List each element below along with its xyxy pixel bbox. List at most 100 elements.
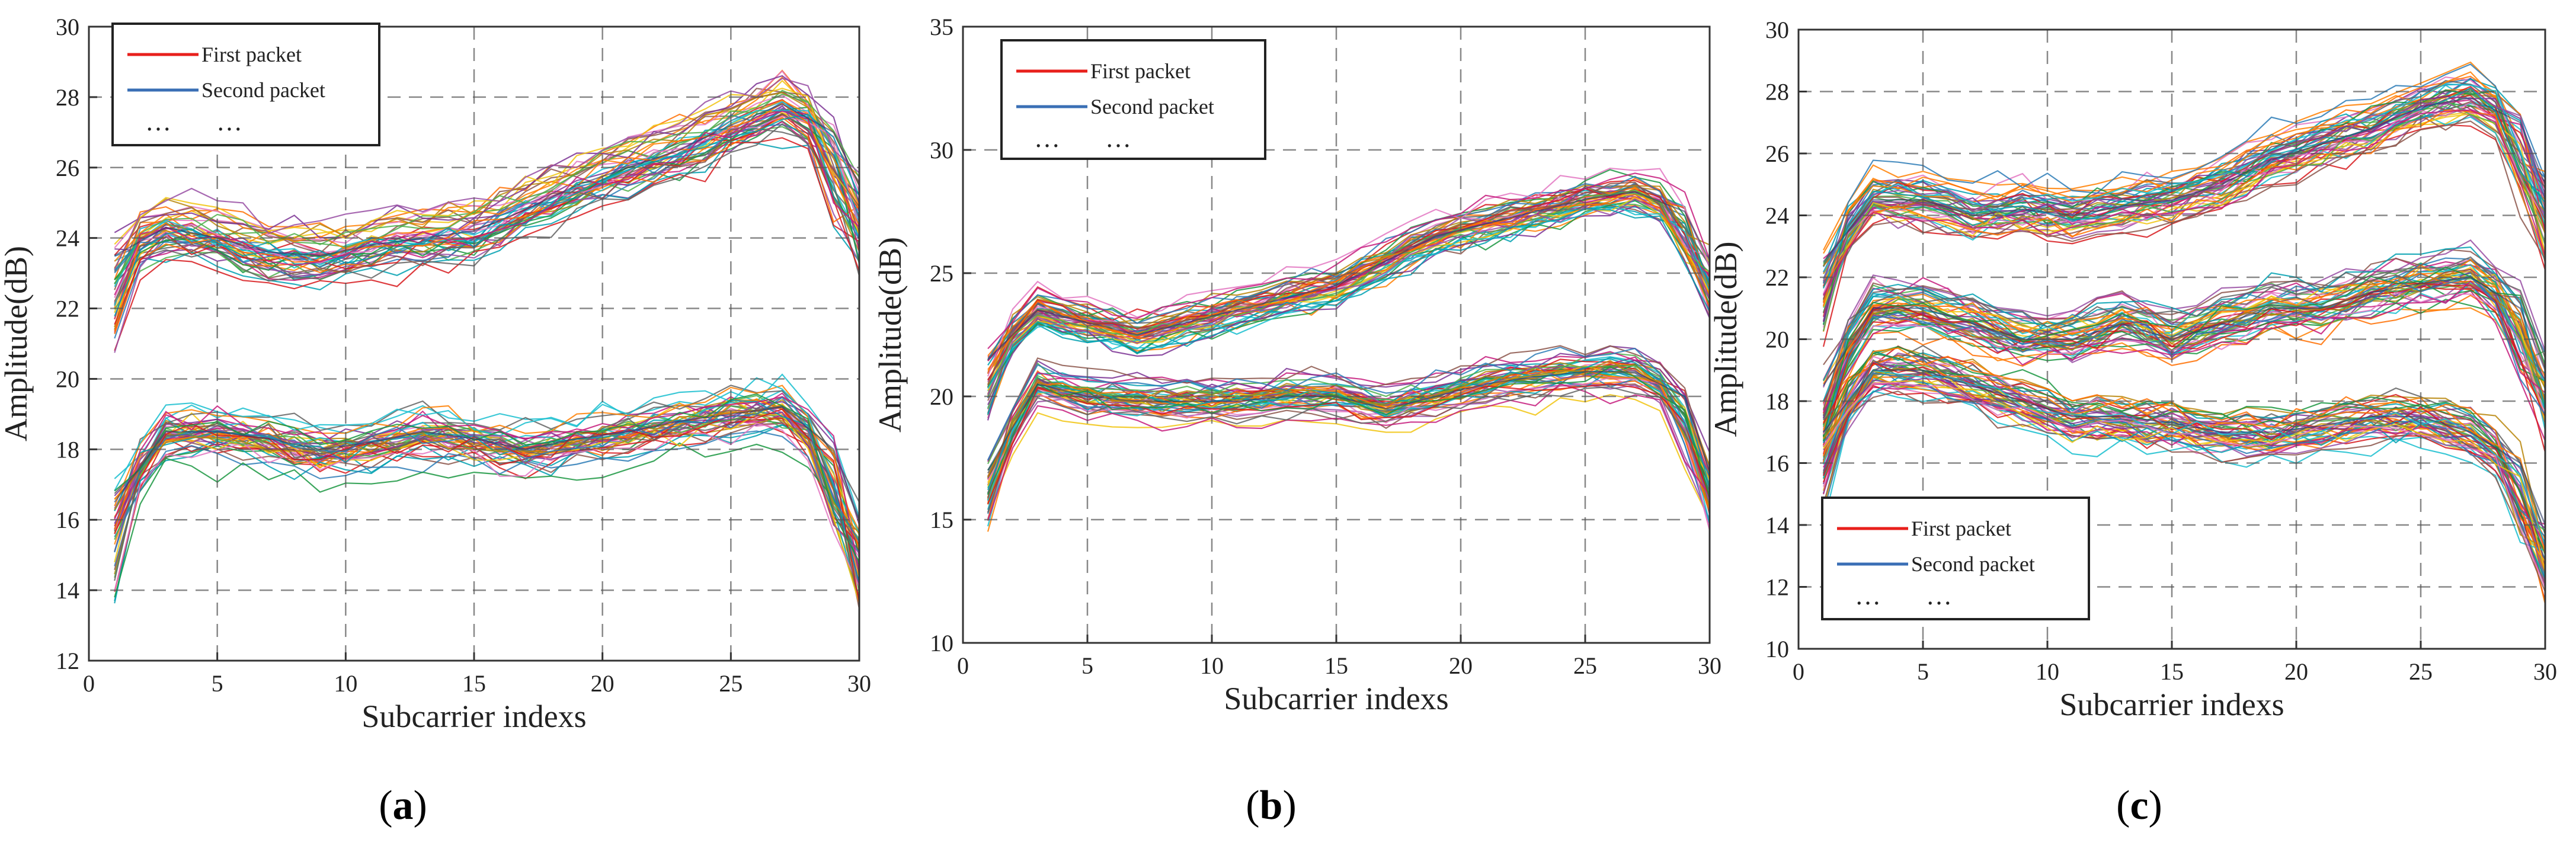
trace-line [114,117,859,334]
trace-line [1822,264,2545,444]
y-tick-label: 16 [1765,450,1789,477]
trace-line [114,373,859,518]
trace-line [987,208,1710,415]
trace-line [987,196,1710,370]
legend-box [1821,497,2090,620]
y-tick-label: 15 [930,507,953,533]
y-tick-label: 10 [1765,636,1789,662]
x-tick-label: 0 [83,670,95,697]
trace-line [1823,109,2545,296]
x-tick-label: 10 [1200,652,1224,679]
x-tick-label: 30 [1698,652,1721,679]
caption-b: (b) [1246,783,1297,828]
trace-line [114,389,859,568]
y-tick-label: 25 [930,260,953,287]
x-tick-label: 25 [719,670,743,697]
y-tick-label: 12 [1765,574,1789,601]
trace-line [987,202,1710,389]
trace-line [987,175,1710,360]
x-tick-label: 20 [1449,652,1473,679]
legend-label-first: First packet [201,43,302,66]
trace-line [1822,357,2545,549]
y-axis-label: Amplitude(dB) [1708,242,1743,437]
trace-line [1823,380,2545,571]
trace-line [1822,276,2545,437]
legend-box [111,23,380,146]
y-tick-label: 28 [56,84,79,111]
x-tick-label: 20 [591,670,615,697]
x-tick-label: 0 [957,652,969,679]
x-tick-label: 15 [1324,652,1348,679]
trace-line [114,88,859,245]
trace-line [114,115,859,298]
x-tick-label: 0 [1793,658,1804,685]
y-tick-label: 24 [1765,203,1789,229]
trace-line [1823,377,2545,588]
x-axis-label: Subcarrier indexs [361,699,586,734]
trace-line [114,92,859,269]
trace-line [1822,113,2545,302]
grid [963,27,1710,643]
trace-line [1823,83,2545,273]
legend-ellipsis: … [1105,124,1131,153]
trace-line [114,109,859,274]
legend-ellipsis: … [216,107,242,136]
trace-line [114,442,859,598]
y-tick-label: 20 [930,383,953,410]
trace-line [1822,87,2545,289]
y-tick-label: 28 [1765,79,1789,105]
trace-line [114,93,859,285]
trace-line [1822,266,2545,437]
trace-bundle [114,69,859,609]
legend: First packet Second packet … … [111,23,380,146]
legend-ellipsis: … [1034,124,1060,153]
trace-line [1823,103,2545,287]
trace-line [1823,248,2545,408]
legend-ellipsis: … [145,107,171,136]
trace-line [114,110,859,296]
trace-line [1822,390,2545,552]
trace-line [114,413,859,604]
trace-line [114,123,859,284]
x-tick-label: 5 [212,670,223,697]
trace-line [114,113,859,281]
y-tick-label: 22 [56,296,79,322]
trace-line [1822,358,2545,555]
trace-line [114,422,859,591]
trace-line [1822,112,2545,325]
trace-line [1822,239,2545,388]
trace-line [987,188,1710,381]
grid [1799,30,2545,649]
trace-line [987,346,1710,477]
y-tick-label: 12 [56,648,79,674]
x-tick-label: 5 [1917,658,1929,685]
trace-line [987,345,1710,499]
chart-panel-a: 0 5 10 15 20 25 30 12 14 16 18 20 22 24 26 28 30 Subcarri… [0,14,871,734]
x-tick-label: 20 [2284,658,2308,685]
y-tick-label: 10 [930,630,953,657]
y-tick-label: 22 [1765,264,1789,291]
trace-line [1822,256,2545,411]
trace-line [1822,355,2545,572]
trace-line [1822,286,2545,455]
trace-line [1822,372,2545,546]
trace-line [1822,347,2545,553]
trace-line [114,430,859,554]
y-tick-label: 26 [56,155,79,181]
legend-label-second: Second packet [1090,95,1214,119]
chart-panel-b: 0 5 10 15 20 25 30 10 15 20 25 30 35 Subcarrier index… [872,14,1721,716]
y-axis-label: Amplitude(dB) [872,237,908,433]
series-line [987,191,1710,360]
series-line [987,371,1710,471]
y-axis-label: Amplitude(dB) [0,246,34,441]
trace-line [1823,307,2545,406]
trace-line [1823,99,2545,260]
trace-line [987,383,1710,521]
legend-label-second: Second packet [201,78,325,102]
trace-line [1822,353,2545,555]
trace-bundle [1822,61,2545,604]
trace-line [1822,350,2545,561]
trace-bundle [987,167,1710,532]
x-tick-label: 15 [462,670,486,697]
trace-line [987,198,1710,419]
